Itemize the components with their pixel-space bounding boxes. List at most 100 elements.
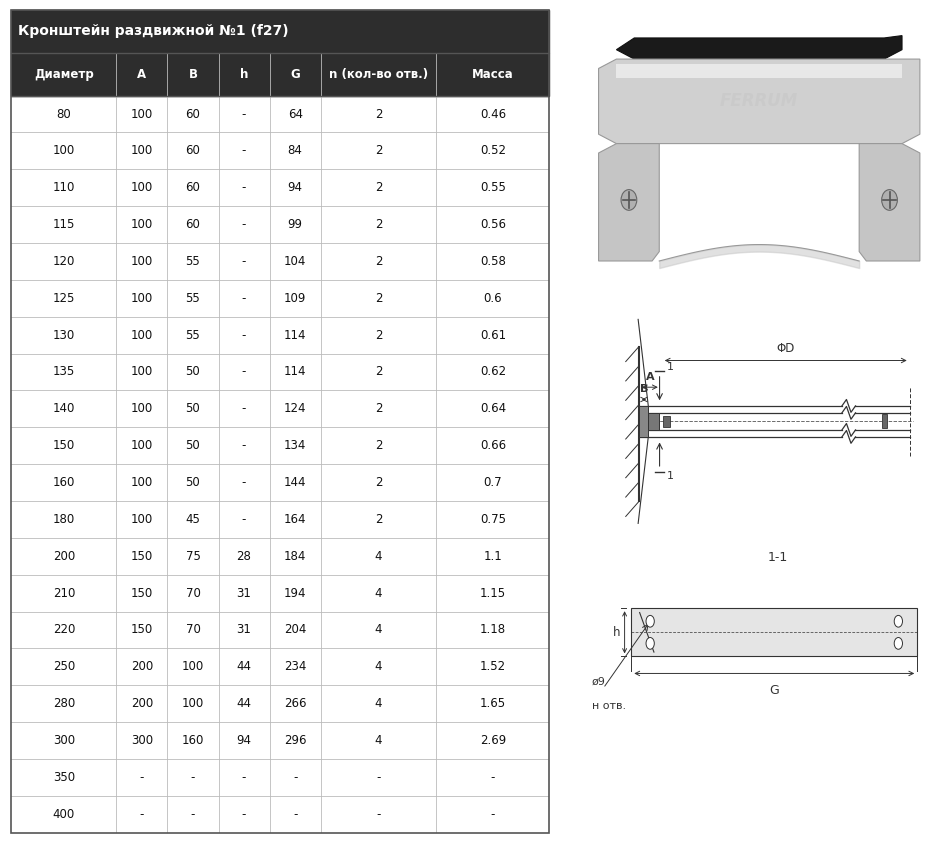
Text: -: -	[242, 292, 247, 304]
Text: н отв.: н отв.	[592, 701, 626, 711]
Text: 204: 204	[284, 623, 307, 637]
Text: B: B	[188, 68, 197, 81]
Text: 125: 125	[52, 292, 75, 304]
Text: 2: 2	[375, 439, 383, 452]
Text: FERRUM: FERRUM	[720, 93, 799, 110]
Text: 50: 50	[186, 366, 200, 378]
Text: 200: 200	[52, 550, 75, 563]
Bar	[11, 796, 549, 833]
Text: 80: 80	[56, 108, 71, 120]
Text: 100: 100	[130, 255, 153, 268]
Text: 60: 60	[186, 182, 201, 194]
Text: -: -	[242, 329, 247, 341]
Text: 114: 114	[284, 366, 307, 378]
Bar	[11, 574, 549, 611]
Bar	[648, 413, 659, 430]
Text: 1: 1	[666, 471, 673, 481]
Text: 144: 144	[284, 476, 307, 489]
Text: -: -	[140, 807, 144, 821]
Text: 55: 55	[186, 292, 200, 304]
Text: 28: 28	[237, 550, 251, 563]
Bar	[639, 406, 648, 436]
Bar	[11, 427, 549, 464]
Text: -: -	[293, 771, 297, 784]
Bar	[11, 10, 549, 53]
Text: 200: 200	[130, 660, 153, 674]
Text: 114: 114	[284, 329, 307, 341]
Text: -: -	[242, 771, 247, 784]
Text: 60: 60	[186, 218, 201, 231]
Text: 0.61: 0.61	[480, 329, 506, 341]
Text: 0.62: 0.62	[480, 366, 506, 378]
Text: G: G	[769, 684, 779, 697]
Text: 1-1: 1-1	[768, 551, 788, 564]
Text: 266: 266	[284, 697, 307, 710]
Bar	[11, 759, 549, 796]
Circle shape	[882, 189, 898, 210]
Text: 31: 31	[237, 623, 251, 637]
Bar	[11, 648, 549, 685]
Text: 300: 300	[52, 734, 75, 747]
Text: 150: 150	[130, 623, 153, 637]
Text: 0.56: 0.56	[480, 218, 506, 231]
Text: 1.52: 1.52	[480, 660, 506, 674]
Bar	[11, 243, 549, 280]
Text: 2: 2	[375, 366, 383, 378]
Text: h: h	[240, 68, 248, 81]
Text: 50: 50	[186, 439, 200, 452]
Text: -: -	[242, 402, 247, 415]
Text: 70: 70	[186, 586, 201, 600]
Text: 99: 99	[288, 218, 303, 231]
Bar	[617, 64, 902, 78]
Text: 75: 75	[186, 550, 201, 563]
Text: -: -	[376, 807, 381, 821]
Text: 31: 31	[237, 586, 251, 600]
Text: 1.65: 1.65	[480, 697, 506, 710]
Text: 2: 2	[375, 513, 383, 526]
Text: 45: 45	[186, 513, 201, 526]
Text: 296: 296	[284, 734, 307, 747]
Text: 134: 134	[284, 439, 307, 452]
Text: -: -	[242, 182, 247, 194]
Text: 2: 2	[375, 182, 383, 194]
Text: 109: 109	[284, 292, 307, 304]
Text: 50: 50	[186, 402, 200, 415]
Text: 2: 2	[375, 218, 383, 231]
Text: G: G	[290, 68, 300, 81]
Text: 44: 44	[236, 660, 251, 674]
Polygon shape	[860, 144, 920, 261]
Bar	[11, 722, 549, 759]
Bar	[882, 415, 887, 428]
Text: -: -	[376, 771, 381, 784]
Bar	[11, 169, 549, 206]
Text: -: -	[242, 439, 247, 452]
Text: h: h	[612, 626, 620, 639]
Text: 100: 100	[52, 145, 75, 157]
Bar	[664, 415, 670, 427]
Text: 2: 2	[375, 402, 383, 415]
Text: 115: 115	[52, 218, 75, 231]
Bar	[11, 685, 549, 722]
Text: -: -	[242, 218, 247, 231]
Text: 100: 100	[130, 108, 153, 120]
Text: 124: 124	[284, 402, 307, 415]
Text: 84: 84	[288, 145, 303, 157]
Polygon shape	[599, 144, 659, 261]
Text: 100: 100	[130, 292, 153, 304]
Text: 300: 300	[130, 734, 153, 747]
Text: 0.64: 0.64	[480, 402, 506, 415]
Text: 234: 234	[284, 660, 307, 674]
Text: -: -	[242, 145, 247, 157]
Text: 210: 210	[52, 586, 75, 600]
Text: 55: 55	[186, 255, 200, 268]
Text: 100: 100	[130, 366, 153, 378]
Text: 1: 1	[666, 362, 673, 372]
Text: 350: 350	[52, 771, 75, 784]
Text: 194: 194	[284, 586, 307, 600]
Bar	[11, 464, 549, 501]
Circle shape	[894, 616, 902, 627]
Text: 94: 94	[288, 182, 303, 194]
Text: 50: 50	[186, 476, 200, 489]
Bar	[11, 133, 549, 169]
Text: 100: 100	[130, 182, 153, 194]
